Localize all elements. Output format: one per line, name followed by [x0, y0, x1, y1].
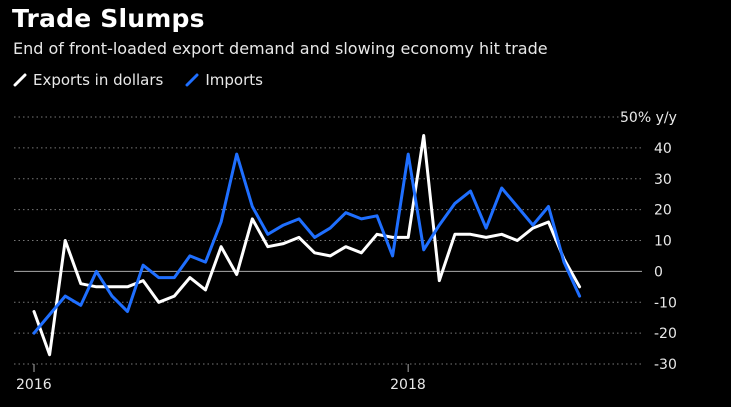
legend-label-imports: Imports [205, 71, 263, 89]
y-tick-label: 0 [654, 264, 663, 280]
y-tick-label: 40 [654, 141, 672, 157]
legend: Exports in dollars Imports [13, 71, 285, 89]
legend-label-exports: Exports in dollars [33, 71, 164, 89]
series-line-imports [32, 152, 582, 335]
y-tick-label: -20 [654, 326, 677, 342]
series-line-exports [32, 134, 582, 357]
legend-item-exports: Exports in dollars [13, 71, 163, 89]
x-tick-label: 2018 [390, 377, 426, 393]
y-tick-label: 30 [654, 172, 672, 188]
y-tick-label: -10 [654, 295, 677, 311]
legend-item-imports: Imports [185, 71, 263, 89]
y-tick-label: -30 [654, 357, 677, 373]
legend-swatch-imports [185, 73, 199, 87]
y-tick-label: 20 [654, 203, 672, 219]
y-tick-label: 10 [654, 234, 672, 250]
x-tick-label: 2016 [16, 377, 52, 393]
y-tick-label: 50% y/y [620, 110, 677, 126]
chart-title: Trade Slumps [12, 4, 205, 33]
chart-subtitle: End of front-loaded export demand and sl… [13, 39, 548, 58]
legend-swatch-exports [13, 73, 27, 87]
